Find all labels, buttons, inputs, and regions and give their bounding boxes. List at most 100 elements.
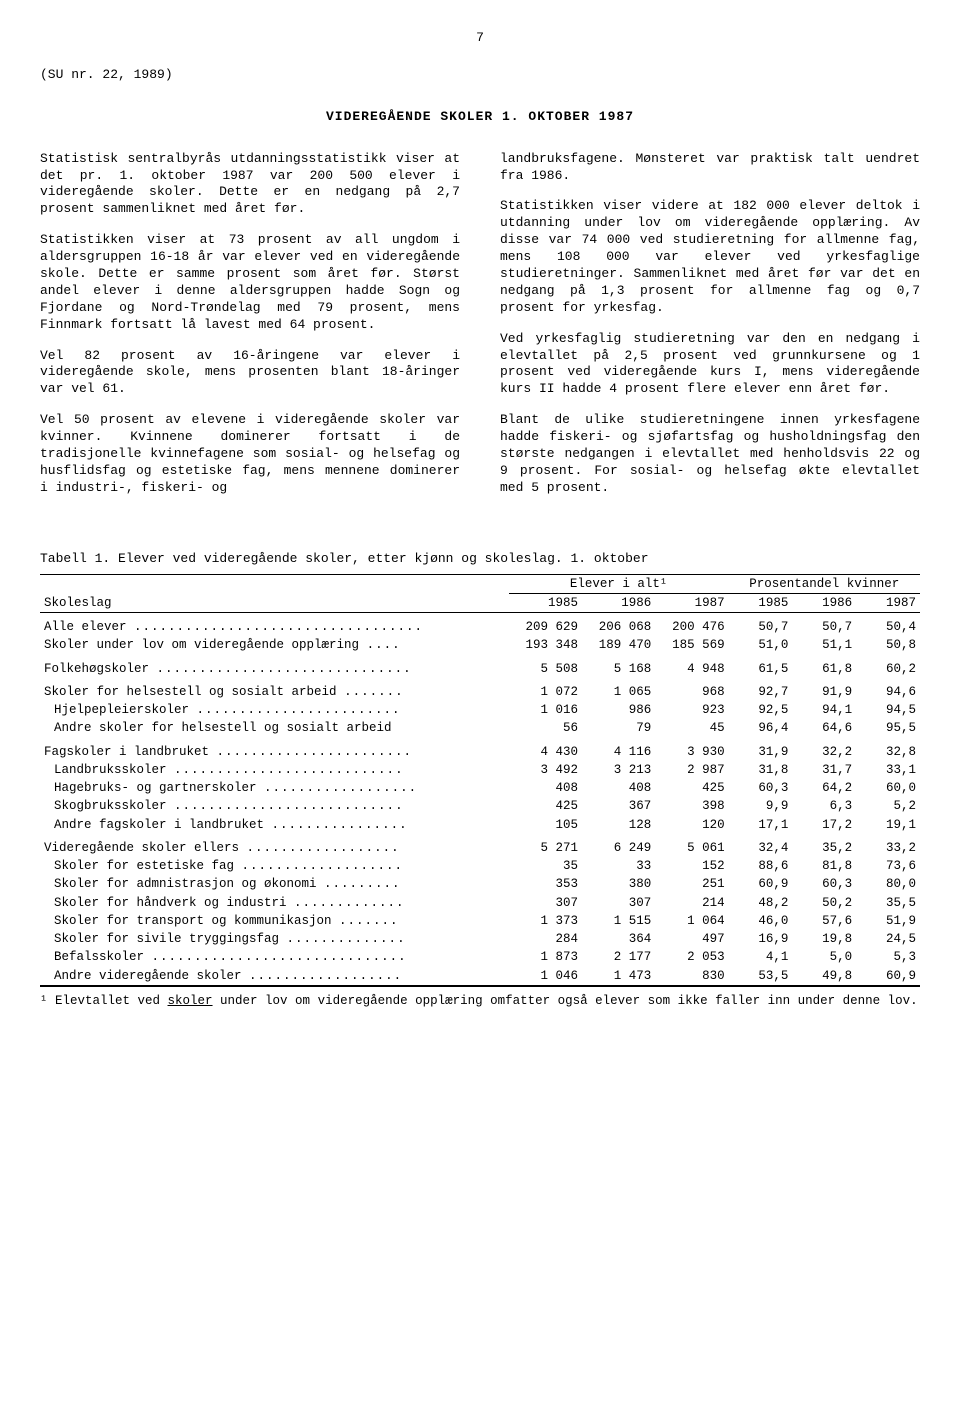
cell: 35 <box>509 857 582 875</box>
cell: 4 116 <box>582 738 655 761</box>
cell: 353 <box>509 875 582 893</box>
table-row: Skogbruksskoler ........................… <box>40 797 920 815</box>
table-row: Andre skoler for helsestell og sosialt a… <box>40 719 920 737</box>
cell: 425 <box>509 797 582 815</box>
cell: 5 061 <box>655 834 728 857</box>
cell: 152 <box>655 857 728 875</box>
cell: 364 <box>582 930 655 948</box>
cell: 81,8 <box>792 857 856 875</box>
cell: 60,3 <box>729 779 793 797</box>
right-column: landbruksfagene. Mønsteret var praktisk … <box>500 151 920 511</box>
table-row: Hagebruks- og gartnerskoler ............… <box>40 779 920 797</box>
cell: 206 068 <box>582 613 655 637</box>
cell: 17,2 <box>792 816 856 834</box>
cell: 19,8 <box>792 930 856 948</box>
cell: 1 046 <box>509 967 582 986</box>
table-caption: Tabell 1. Elever ved videregående skoler… <box>40 551 920 568</box>
cell: 1 473 <box>582 967 655 986</box>
cell: 50,7 <box>729 613 793 637</box>
cell: 6 249 <box>582 834 655 857</box>
row-label: Andre videregående skoler ..............… <box>40 967 509 986</box>
cell: 60,2 <box>856 655 920 678</box>
cell: 4 430 <box>509 738 582 761</box>
table-row: Befalsskoler ...........................… <box>40 948 920 966</box>
col-year: 1986 <box>582 593 655 612</box>
cell: 95,5 <box>856 719 920 737</box>
cell: 51,9 <box>856 912 920 930</box>
row-label: Skoler under lov om videregående opplæri… <box>40 636 509 654</box>
cell: 60,9 <box>729 875 793 893</box>
cell: 31,8 <box>729 761 793 779</box>
table-row: Skoler for helsestell og sosialt arbeid … <box>40 678 920 701</box>
cell: 1 065 <box>582 678 655 701</box>
cell: 51,1 <box>792 636 856 654</box>
col-year: 1985 <box>729 593 793 612</box>
cell: 32,2 <box>792 738 856 761</box>
cell: 367 <box>582 797 655 815</box>
cell: 214 <box>655 894 728 912</box>
cell: 408 <box>582 779 655 797</box>
cell: 4 948 <box>655 655 728 678</box>
cell: 50,2 <box>792 894 856 912</box>
row-label: Skoler for håndverk og industri ........… <box>40 894 509 912</box>
cell: 193 348 <box>509 636 582 654</box>
cell: 1 072 <box>509 678 582 701</box>
cell: 200 476 <box>655 613 728 637</box>
cell: 45 <box>655 719 728 737</box>
paragraph: Ved yrkesfaglig studieretning var den en… <box>500 331 920 399</box>
cell: 49,8 <box>792 967 856 986</box>
col-head-skoleslag: Skoleslag <box>40 574 509 613</box>
cell: 5 271 <box>509 834 582 857</box>
cell: 53,5 <box>729 967 793 986</box>
cell: 2 177 <box>582 948 655 966</box>
cell: 307 <box>582 894 655 912</box>
cell: 923 <box>655 701 728 719</box>
paragraph: Statistisk sentralbyrås utdanningsstatis… <box>40 151 460 219</box>
col-super-kvinner: Prosentandel kvinner <box>729 574 920 593</box>
cell: 4,1 <box>729 948 793 966</box>
cell: 32,4 <box>729 834 793 857</box>
cell: 128 <box>582 816 655 834</box>
cell: 51,0 <box>729 636 793 654</box>
col-year: 1987 <box>655 593 728 612</box>
table-footnote: ¹ Elevtallet ved skoler under lov om vid… <box>40 993 920 1009</box>
table-row: Skoler for estetiske fag ...............… <box>40 857 920 875</box>
row-label: Skoler for sivile tryggingsfag .........… <box>40 930 509 948</box>
cell: 6,3 <box>792 797 856 815</box>
text-columns: Statistisk sentralbyrås utdanningsstatis… <box>40 151 920 511</box>
cell: 3 492 <box>509 761 582 779</box>
table-row: Alle elever ............................… <box>40 613 920 637</box>
row-label: Alle elever ............................… <box>40 613 509 637</box>
cell: 50,8 <box>856 636 920 654</box>
row-label: Hjelpepleierskoler .....................… <box>40 701 509 719</box>
table-row: Hjelpepleierskoler .....................… <box>40 701 920 719</box>
cell: 60,3 <box>792 875 856 893</box>
cell: 5,2 <box>856 797 920 815</box>
cell: 56 <box>509 719 582 737</box>
cell: 35,5 <box>856 894 920 912</box>
cell: 33,2 <box>856 834 920 857</box>
paragraph: Vel 50 prosent av elevene i videregående… <box>40 412 460 496</box>
cell: 986 <box>582 701 655 719</box>
cell: 24,5 <box>856 930 920 948</box>
footnote-text: ¹ Elevtallet ved <box>40 994 168 1008</box>
cell: 19,1 <box>856 816 920 834</box>
table-row: Skoler for sivile tryggingsfag .........… <box>40 930 920 948</box>
row-label: Andre skoler for helsestell og sosialt a… <box>40 719 509 737</box>
col-year: 1986 <box>792 593 856 612</box>
cell: 1 873 <box>509 948 582 966</box>
cell: 60,9 <box>856 967 920 986</box>
col-year: 1987 <box>856 593 920 612</box>
cell: 57,6 <box>792 912 856 930</box>
cell: 5,0 <box>792 948 856 966</box>
cell: 1 373 <box>509 912 582 930</box>
cell: 60,0 <box>856 779 920 797</box>
cell: 5 508 <box>509 655 582 678</box>
cell: 92,7 <box>729 678 793 701</box>
page-number: 7 <box>40 30 920 47</box>
table-row: Landbruksskoler ........................… <box>40 761 920 779</box>
cell: 830 <box>655 967 728 986</box>
table-row: Folkehøgskoler .........................… <box>40 655 920 678</box>
cell: 94,1 <box>792 701 856 719</box>
cell: 50,7 <box>792 613 856 637</box>
